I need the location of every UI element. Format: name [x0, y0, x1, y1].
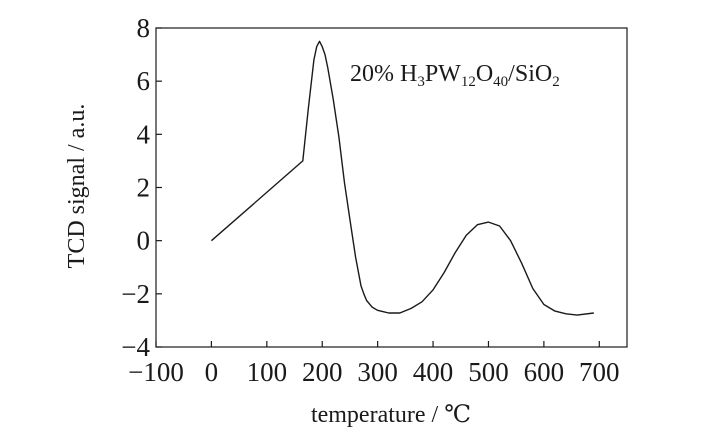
x-tick-label: 700 [579, 357, 620, 387]
tick-labels: −100 0 100 200 300 400 500 600 700 −4 −2 0 2 4 6 8 [121, 13, 619, 387]
y-tick-label: 0 [137, 226, 151, 256]
series-line [210, 40, 594, 316]
annotation-subscript: 3 [417, 74, 425, 90]
x-tick-label: 200 [302, 357, 343, 387]
annotation-subscript: 12 [461, 74, 476, 90]
y-tick-label: 2 [137, 173, 151, 203]
x-tick-label: 400 [413, 357, 454, 387]
x-tick-label: 100 [247, 357, 288, 387]
axis-ticks [155, 27, 600, 348]
series-annotation: 20% H3PW12O40/SiO2 [350, 61, 560, 90]
y-axis-label: TCD signal / a.u. [64, 104, 90, 269]
y-tick-label: 8 [137, 13, 151, 43]
x-tick-label: 300 [357, 357, 398, 387]
x-tick-label: 600 [524, 357, 565, 387]
x-axis-label: temperature / ℃ [311, 402, 471, 428]
y-tick-label: −4 [121, 332, 150, 362]
series-layer [210, 40, 594, 316]
x-tick-label: 0 [205, 357, 219, 387]
x-tick-label: −100 [128, 357, 184, 387]
annotation-text: PW [425, 61, 461, 87]
y-tick-label: −2 [121, 279, 150, 309]
y-tick-label: 4 [137, 119, 151, 149]
y-tick-label: 6 [137, 66, 151, 96]
annotation-subscript: 40 [493, 74, 508, 90]
annotation-text: O [476, 61, 493, 87]
annotation-text: /SiO [508, 61, 552, 87]
annotation-subscript: 2 [552, 74, 560, 90]
annotation-text: 20% H [350, 61, 417, 87]
x-tick-label: 500 [468, 357, 509, 387]
